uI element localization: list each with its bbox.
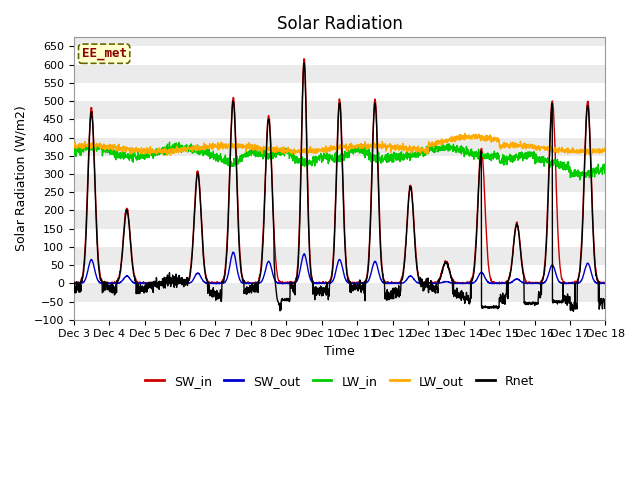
Bar (74, 247, 605, 265)
Rnet (637, 284, 640, 290)
SW_out (536, 281, 544, 287)
Rnet (629, 279, 637, 285)
Bar (74, 83, 605, 101)
Rnet (632, 310, 640, 315)
SW_out (127, 276, 134, 282)
SW_in (127, 237, 134, 243)
SW_in (629, 278, 637, 284)
LW_in (249, 150, 257, 156)
Line: LW_out: LW_out (74, 133, 640, 156)
LW_out (163, 153, 171, 158)
Rnet (392, 289, 399, 295)
Rnet (127, 238, 134, 244)
Line: SW_in: SW_in (74, 59, 640, 283)
SW_out (70, 280, 77, 286)
Bar (74, 101, 605, 120)
Line: LW_in: LW_in (74, 142, 640, 180)
LW_in (629, 169, 637, 175)
Bar (74, 156, 605, 174)
SW_in (392, 280, 399, 286)
LW_out (70, 144, 77, 150)
Bar (74, 120, 605, 138)
Bar (74, 301, 605, 320)
LW_in (392, 155, 399, 161)
Legend: SW_in, SW_out, LW_in, LW_out, Rnet: SW_in, SW_out, LW_in, LW_out, Rnet (140, 370, 539, 393)
SW_in (300, 56, 308, 61)
LW_out (561, 149, 568, 155)
Title: Solar Radiation: Solar Radiation (276, 15, 403, 33)
LW_out (392, 146, 399, 152)
SW_in (561, 279, 568, 285)
SW_in (249, 280, 257, 286)
LW_in (576, 177, 584, 183)
SW_out (561, 280, 568, 286)
SW_out (392, 280, 399, 286)
SW_out (629, 280, 637, 286)
LW_out (461, 131, 468, 136)
SW_in (70, 280, 77, 286)
LW_in (561, 166, 568, 172)
Rnet (249, 282, 257, 288)
LW_in (70, 146, 77, 152)
Line: Rnet: Rnet (74, 63, 640, 312)
LW_in (637, 145, 640, 151)
SW_in (529, 280, 536, 286)
Line: SW_out: SW_out (74, 252, 640, 284)
SW_out (529, 280, 536, 286)
Bar (74, 65, 605, 83)
LW_in (529, 151, 536, 156)
Rnet (70, 282, 77, 288)
SW_out (249, 280, 257, 286)
Bar (74, 174, 605, 192)
Text: EE_met: EE_met (82, 47, 127, 60)
LW_out (637, 142, 640, 147)
LW_out (249, 147, 257, 153)
LW_out (529, 146, 536, 152)
Rnet (300, 60, 308, 66)
Bar (74, 265, 605, 283)
Bar (74, 138, 605, 156)
Bar (74, 210, 605, 228)
Rnet (529, 301, 536, 307)
LW_in (127, 150, 134, 156)
SW_in (637, 280, 640, 286)
Y-axis label: Solar Radiation (W/m2): Solar Radiation (W/m2) (15, 106, 28, 252)
X-axis label: Time: Time (324, 345, 355, 358)
Bar (74, 192, 605, 210)
SW_out (230, 249, 237, 255)
LW_out (127, 146, 134, 152)
LW_out (629, 144, 637, 150)
Bar (74, 228, 605, 247)
Rnet (561, 298, 568, 303)
LW_in (166, 139, 173, 145)
Bar (74, 47, 605, 65)
SW_in (70, 280, 77, 286)
SW_out (637, 280, 640, 286)
Bar (74, 283, 605, 301)
